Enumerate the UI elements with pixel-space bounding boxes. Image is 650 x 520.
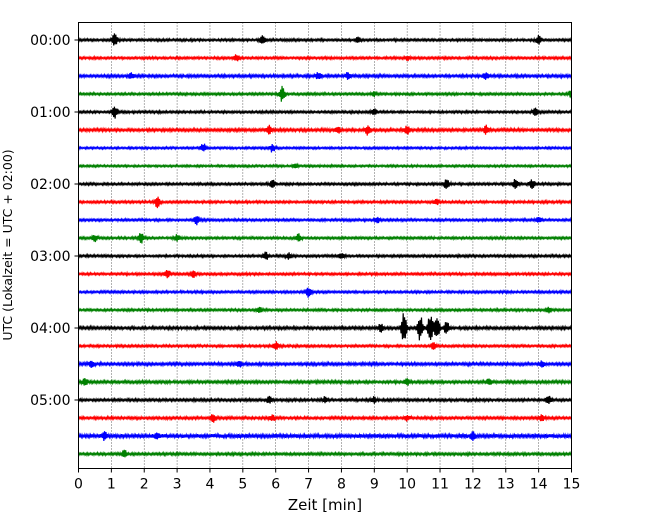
trace-0530 [77, 431, 573, 442]
trace-0230 [77, 216, 573, 226]
x-tick-label: 13 [497, 477, 515, 493]
trace-0315 [77, 269, 573, 279]
x-tick-label: 0 [74, 477, 83, 493]
x-axis: 0 1 2 3 4 5 6 7 8 9 10 11 12 13 14 15 [74, 468, 581, 493]
x-tick-label: 1 [107, 477, 116, 493]
trace-0445 [77, 377, 573, 386]
trace-0415 [77, 341, 573, 350]
x-tick-label: 8 [337, 477, 346, 493]
x-tick-label: 10 [398, 477, 416, 493]
trace-0030 [77, 72, 573, 80]
y-tick-label: 00:00 [30, 33, 70, 49]
x-tick-label: 9 [370, 477, 379, 493]
trace-0000 [77, 33, 573, 46]
plot-frame [78, 22, 572, 469]
trace-0400 [77, 313, 573, 341]
vertical-grid [111, 22, 539, 469]
y-tick-label: 05:00 [30, 393, 70, 409]
trace-0300 [77, 251, 573, 260]
trace-0330 [77, 287, 573, 298]
trace-group [77, 33, 573, 458]
y-tick-label: 04:00 [30, 321, 70, 337]
trace-0430 [77, 360, 573, 369]
y-axis-label: UTC (Lokalzeit = UTC + 02:00) [0, 149, 15, 340]
x-tick-label: 11 [431, 477, 449, 493]
x-tick-label: 14 [530, 477, 548, 493]
trace-0100 [77, 106, 573, 119]
x-axis-label: Zeit [min] [288, 496, 362, 514]
trace-0115 [77, 124, 573, 136]
trace-0145 [77, 162, 573, 170]
x-tick-label: 4 [206, 477, 215, 493]
x-tick-label: 5 [238, 477, 247, 493]
trace-0215 [77, 196, 573, 209]
y-axis: 00:00 01:00 02:00 03:00 04:00 05:00 [30, 33, 79, 409]
x-tick-label: 15 [563, 477, 581, 493]
trace-0130 [77, 143, 573, 153]
trace-0015 [77, 54, 573, 62]
trace-0500 [77, 395, 573, 404]
x-tick-label: 7 [304, 477, 313, 493]
y-tick-label: 03:00 [30, 249, 70, 265]
trace-0200 [77, 178, 573, 189]
trace-0045 [77, 85, 573, 102]
x-tick-label: 3 [173, 477, 182, 493]
y-tick-label: 02:00 [30, 177, 70, 193]
x-tick-label: 12 [464, 477, 482, 493]
x-tick-label: 6 [271, 477, 280, 493]
trace-0245 [77, 233, 573, 244]
trace-0545 [77, 449, 573, 458]
y-tick-label: 01:00 [30, 105, 70, 121]
trace-0515 [77, 414, 573, 423]
trace-0345 [77, 306, 573, 314]
x-tick-label: 2 [140, 477, 149, 493]
